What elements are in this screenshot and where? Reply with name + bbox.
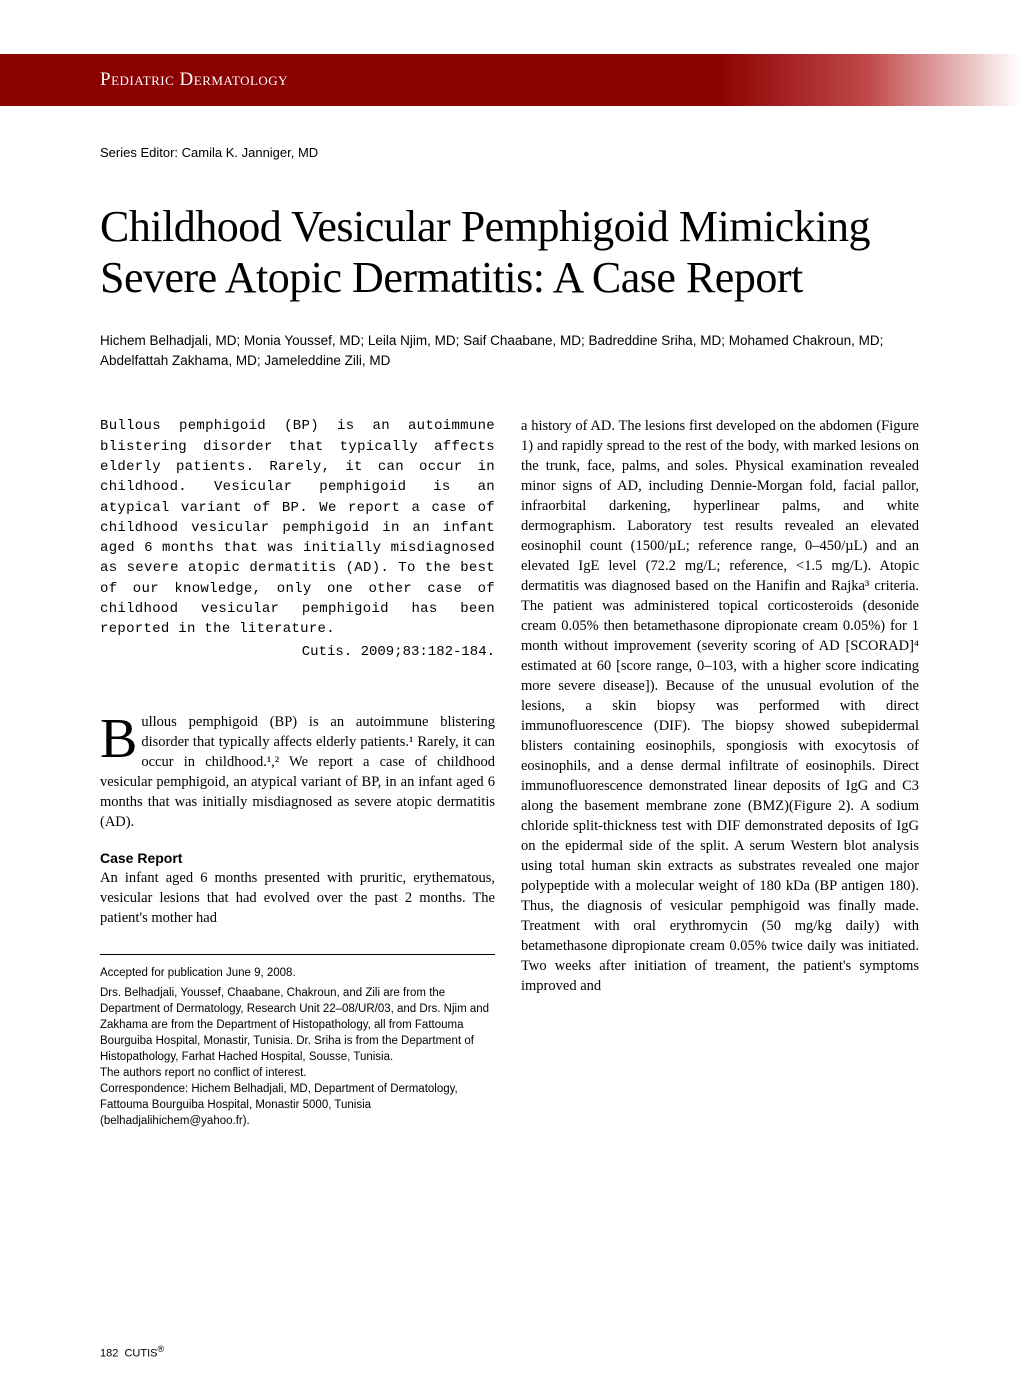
citation-line: Cutis. 2009;83:182-184. [100, 644, 495, 660]
two-column-layout: Bullous pemphigoid (BP) is an autoimmune… [100, 416, 920, 1129]
section-header-bar: Pediatric Dermatology [0, 54, 1020, 106]
left-column: Bullous pemphigoid (BP) is an autoimmune… [100, 416, 495, 1129]
series-editor: Series Editor: Camila K. Janniger, MD [100, 145, 920, 160]
article-title: Childhood Vesicular Pemphigoid Mimicking… [100, 202, 920, 303]
registered-mark: ® [157, 1344, 164, 1354]
intro-text: ullous pemphigoid (BP) is an autoimmune … [100, 714, 495, 830]
case-right-text: a history of AD. The lesions first devel… [521, 416, 919, 996]
case-report-heading: Case Report [100, 850, 495, 866]
footnote-conflict: The authors report no conflict of intere… [100, 1065, 495, 1081]
footnote-accepted: Accepted for publication June 9, 2008. [100, 965, 495, 981]
case-left-text: An infant aged 6 months presented with p… [100, 868, 495, 928]
right-column: a history of AD. The lesions first devel… [521, 416, 919, 1129]
footnote-correspondence: Correspondence: Hichem Belhadjali, MD, D… [100, 1081, 495, 1129]
dropcap: B [100, 712, 141, 764]
page-content: Series Editor: Camila K. Janniger, MD Ch… [100, 145, 920, 1130]
journal-name: CUTIS [124, 1348, 157, 1360]
page-footer: 182 CUTIS® [100, 1344, 164, 1360]
footnote-affiliations: Drs. Belhadjali, Youssef, Chaabane, Chak… [100, 985, 495, 1065]
intro-paragraph: Bullous pemphigoid (BP) is an autoimmune… [100, 712, 495, 832]
footnote-divider [100, 954, 495, 955]
abstract-text: Bullous pemphigoid (BP) is an autoimmune… [100, 416, 495, 639]
author-list: Hichem Belhadjali, MD; Monia Youssef, MD… [100, 331, 920, 370]
section-name: Pediatric Dermatology [100, 69, 288, 91]
page-number: 182 [100, 1348, 118, 1360]
